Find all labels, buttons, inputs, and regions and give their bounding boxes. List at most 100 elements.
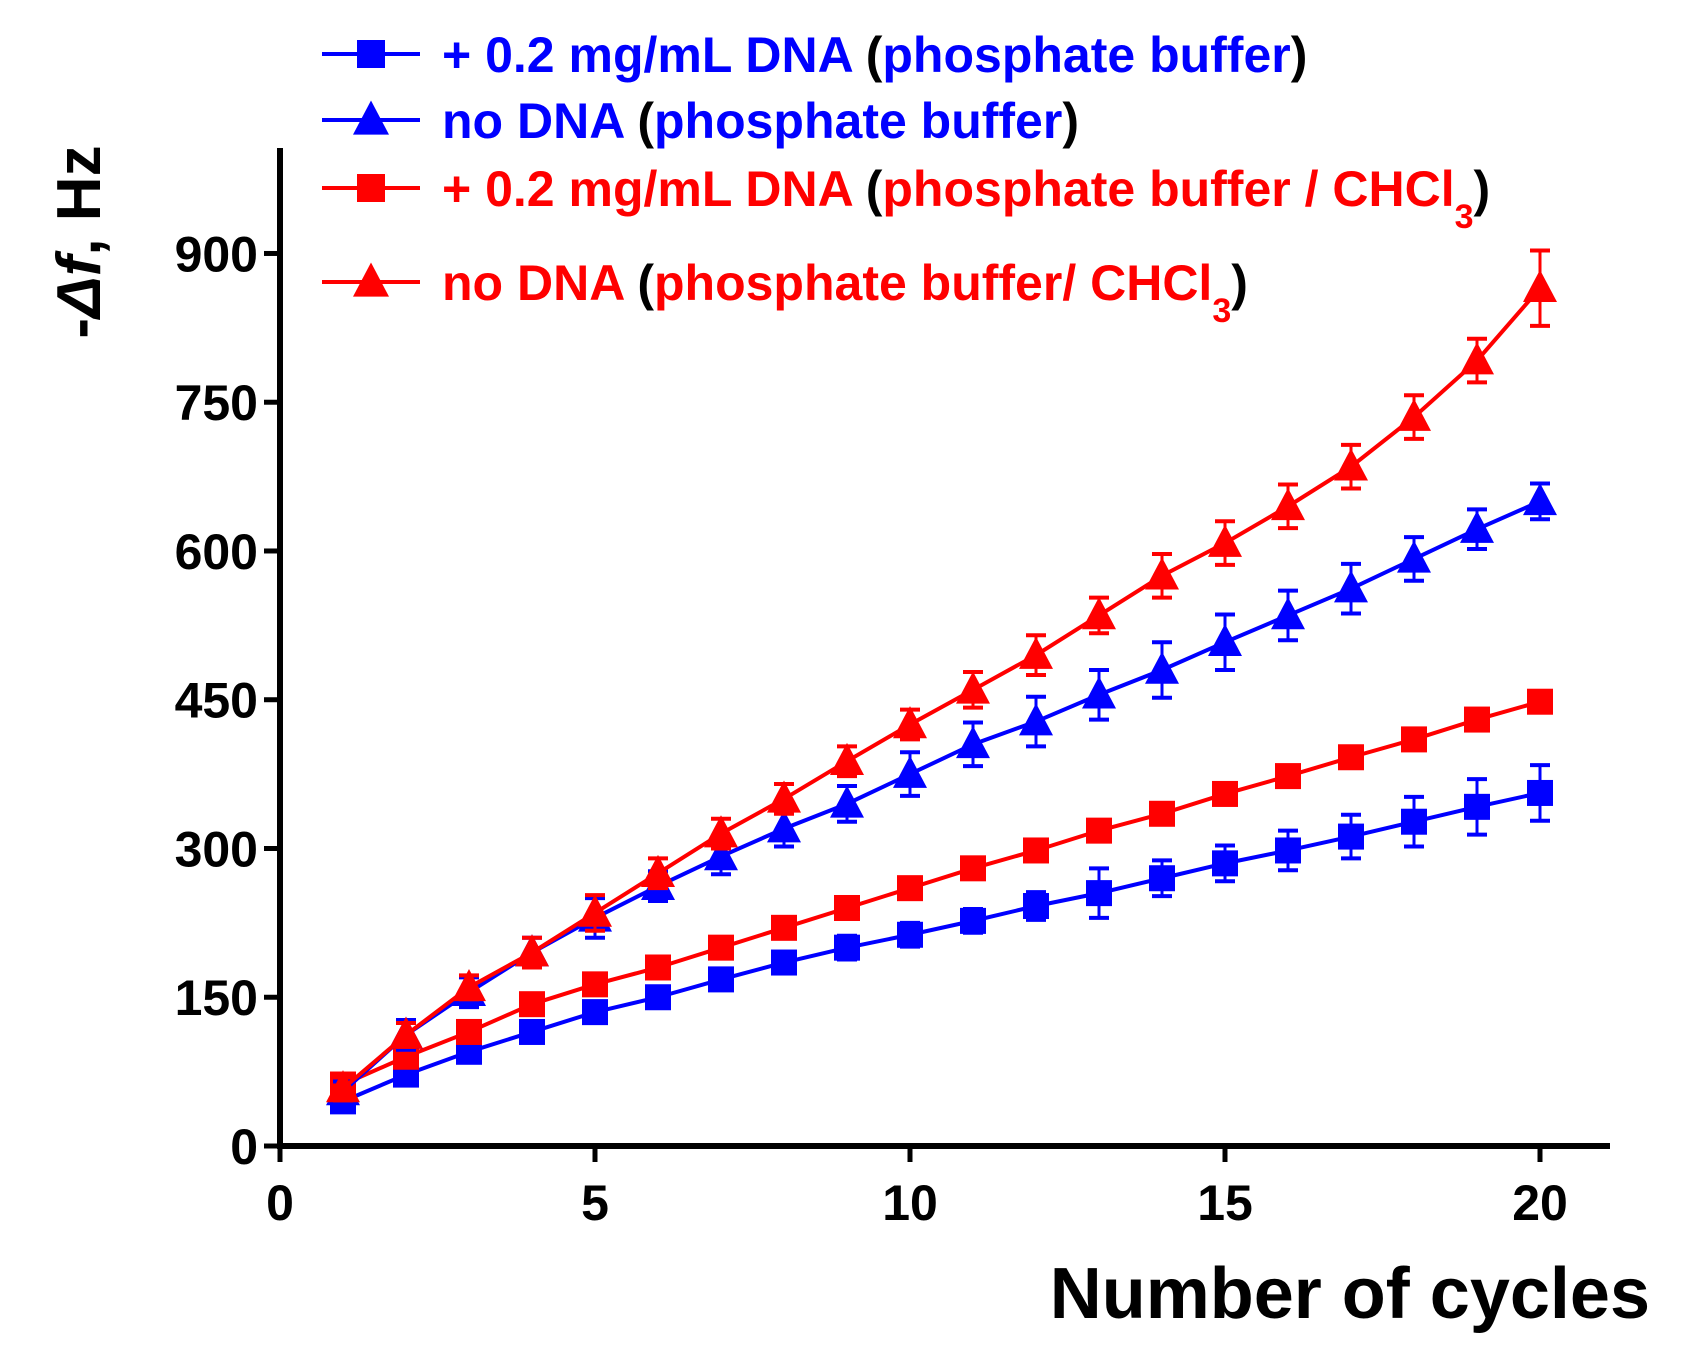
data-point: [1464, 706, 1490, 733]
legend-label: no DNA (phosphate buffer): [442, 93, 1079, 149]
legend-condition: phosphate buffer / CHCl: [882, 161, 1454, 217]
series-3: [326, 248, 1557, 1103]
legend-item: + 0.2 mg/mL DNA (phosphate buffer / CHCl…: [322, 161, 1490, 236]
data-point: [1149, 800, 1175, 827]
y-axis-title: -Δf, Hz: [45, 145, 114, 338]
y-tick-label: 300: [175, 821, 258, 877]
legend-paren-close: ): [1291, 27, 1308, 83]
legend-condition: phosphate buffer: [654, 93, 1062, 149]
data-point: [1271, 597, 1305, 630]
data-point: [519, 1018, 545, 1045]
data-point: [1523, 269, 1557, 302]
data-point: [960, 855, 986, 882]
legend-item: + 0.2 mg/mL DNA (phosphate buffer): [322, 27, 1307, 83]
data-point: [515, 934, 549, 967]
data-point: [960, 907, 986, 934]
data-point: [704, 815, 738, 848]
x-tick-label: 0: [266, 1175, 294, 1231]
data-point: [1208, 524, 1242, 557]
data-point: [893, 706, 927, 739]
data-point: [1464, 793, 1490, 820]
y-tick-label: 600: [175, 524, 258, 580]
data-point: [1401, 726, 1427, 753]
legend-item: no DNA (phosphate buffer/ CHCl3): [322, 255, 1248, 330]
data-point: [389, 1016, 423, 1049]
legend-label-text: no DNA: [442, 93, 637, 149]
data-point: [1082, 597, 1116, 630]
y-tick-label: 0: [230, 1119, 258, 1175]
data-point: [771, 914, 797, 941]
series-2: [330, 688, 1553, 1098]
data-point: [578, 894, 612, 927]
data-point: [1145, 557, 1179, 590]
data-point: [1397, 540, 1431, 573]
data-point: [582, 971, 608, 998]
legend-label-text: + 0.2 mg/mL DNA: [442, 27, 866, 83]
data-point: [767, 780, 801, 813]
x-tick-label: 10: [882, 1175, 938, 1231]
data-point: [582, 999, 608, 1026]
y-tick-label: 750: [175, 375, 258, 431]
data-point: [1271, 487, 1305, 521]
data-point: [1145, 651, 1179, 684]
axes: [277, 148, 1610, 1149]
legend-label: no DNA (phosphate buffer/ CHCl3): [442, 255, 1248, 330]
data-point: [1460, 510, 1494, 543]
data-point: [897, 921, 923, 948]
y-tick-label: 900: [175, 226, 258, 282]
data-point: [830, 785, 864, 818]
data-point: [452, 968, 486, 1002]
x-axis-title: Number of cycles: [1050, 1254, 1650, 1334]
y-axis-title-unit: , Hz: [45, 145, 114, 255]
data-point: [771, 949, 797, 976]
data-point: [456, 1018, 482, 1045]
data-point: [1212, 850, 1238, 877]
x-tick-label: 15: [1197, 1175, 1253, 1231]
data-point: [1149, 865, 1175, 892]
data-point: [1275, 837, 1301, 864]
x-tick-label: 20: [1512, 1175, 1568, 1231]
data-point: [1275, 763, 1301, 790]
data-point: [1086, 817, 1112, 844]
data-point: [1208, 623, 1242, 656]
legend-condition: phosphate buffer/ CHCl: [654, 255, 1212, 311]
data-point: [1023, 837, 1049, 864]
legend-subscript: 3: [1455, 198, 1474, 236]
data-point: [834, 894, 860, 921]
data-point: [1019, 703, 1053, 736]
data-point: [1334, 448, 1368, 481]
data-point: [834, 934, 860, 961]
data-point: [893, 755, 927, 788]
data-point: [1086, 880, 1112, 907]
y-axis-title-delta: Δ: [45, 276, 114, 320]
data-point: [708, 966, 734, 993]
data-point: [1527, 688, 1553, 715]
data-point: [767, 810, 801, 843]
data-point: [1338, 823, 1364, 850]
data-point: [645, 984, 671, 1011]
legend-marker: [353, 262, 389, 297]
series-0: [330, 763, 1553, 1115]
legend-label-text: + 0.2 mg/mL DNA: [442, 161, 866, 217]
data-point: [1397, 398, 1431, 431]
legend-subscript: 3: [1212, 292, 1231, 330]
data-point: [708, 934, 734, 961]
data-point: [519, 991, 545, 1018]
legend-paren-close: ): [1062, 93, 1079, 149]
series-layer: [326, 248, 1557, 1115]
legend-paren-close: ): [1231, 255, 1248, 311]
y-tick-label: 150: [175, 970, 258, 1026]
data-point: [956, 726, 990, 759]
data-point: [956, 671, 990, 704]
legend-item: no DNA (phosphate buffer): [322, 93, 1079, 149]
data-point: [326, 1070, 360, 1103]
data-point: [1401, 808, 1427, 835]
data-point: [1334, 570, 1368, 603]
y-tick-label: 450: [175, 673, 258, 729]
data-point: [645, 954, 671, 981]
data-point: [641, 854, 675, 888]
legend-marker: [357, 40, 385, 68]
data-point: [1212, 780, 1238, 807]
legend-label: + 0.2 mg/mL DNA (phosphate buffer): [442, 27, 1307, 83]
data-point: [1082, 676, 1116, 709]
